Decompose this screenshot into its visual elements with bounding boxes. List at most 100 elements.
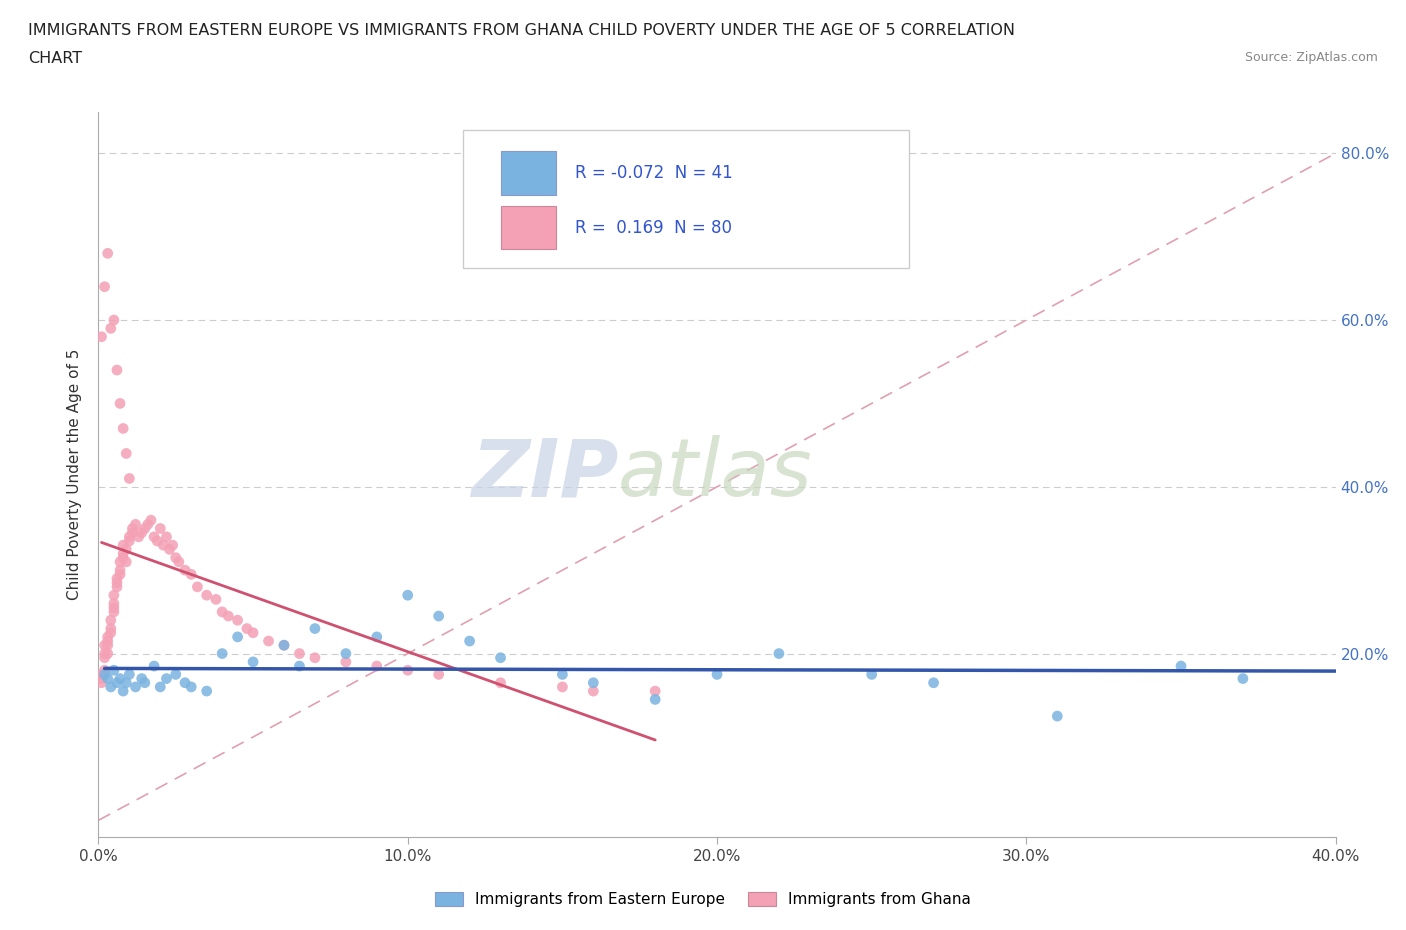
Point (217, 608, 239, 623)
Point (100, 680, 122, 695)
Point (304, 650, 326, 665)
Point (180, 680, 202, 695)
Point (211, 646, 233, 661)
Point (93, 663, 115, 678)
Point (97, 638, 120, 653)
Point (93, 279, 115, 294)
Point (1232, 671, 1254, 686)
Point (288, 658, 311, 673)
Point (93, 638, 115, 653)
Point (152, 538, 174, 552)
Point (115, 542, 138, 557)
Text: ZIP: ZIP (471, 435, 619, 513)
Point (128, 529, 150, 544)
Point (226, 613, 249, 628)
Text: R =  0.169  N = 80: R = 0.169 N = 80 (575, 219, 731, 236)
Point (706, 667, 728, 682)
Point (242, 625, 264, 640)
Point (112, 551, 135, 565)
Point (103, 663, 125, 678)
FancyBboxPatch shape (501, 152, 557, 195)
Point (100, 321, 122, 336)
Point (288, 646, 311, 661)
Point (108, 567, 131, 582)
Point (335, 655, 357, 670)
Point (396, 663, 419, 678)
Text: R = -0.072  N = 41: R = -0.072 N = 41 (575, 165, 733, 182)
Point (103, 596, 125, 611)
Point (273, 638, 295, 653)
Point (143, 529, 166, 544)
Point (155, 671, 177, 686)
Point (103, 312, 125, 327)
Point (112, 684, 135, 698)
Point (180, 567, 202, 582)
Point (167, 554, 190, 569)
Point (159, 542, 181, 557)
Text: atlas: atlas (619, 435, 813, 513)
Text: IMMIGRANTS FROM EASTERN EUROPE VS IMMIGRANTS FROM GHANA CHILD POVERTY UNDER THE : IMMIGRANTS FROM EASTERN EUROPE VS IMMIGR… (28, 23, 1015, 38)
Point (134, 521, 156, 536)
Text: CHART: CHART (28, 51, 82, 66)
Point (1170, 658, 1192, 673)
Point (105, 363, 128, 378)
Point (134, 675, 156, 690)
Point (155, 529, 177, 544)
Point (644, 692, 666, 707)
Point (103, 588, 125, 603)
Point (90, 667, 112, 682)
Point (100, 625, 122, 640)
Point (257, 633, 280, 648)
Point (551, 680, 574, 695)
Point (195, 684, 218, 698)
Point (90, 675, 112, 690)
Point (108, 554, 131, 569)
Point (103, 604, 125, 619)
Point (149, 680, 172, 695)
Point (489, 675, 512, 690)
Point (118, 667, 141, 682)
Y-axis label: Child Poverty Under the Age of 5: Child Poverty Under the Age of 5 (67, 349, 83, 600)
Point (97, 246, 120, 260)
Point (100, 621, 122, 636)
Point (93, 646, 115, 661)
Point (149, 521, 172, 536)
Point (922, 675, 945, 690)
Point (582, 684, 605, 698)
Point (366, 630, 388, 644)
Point (273, 638, 295, 653)
Point (427, 608, 450, 623)
Point (165, 551, 187, 565)
Point (366, 658, 388, 673)
Point (644, 684, 666, 698)
Point (124, 517, 146, 532)
Point (93, 667, 115, 682)
Point (93, 650, 115, 665)
Point (186, 579, 208, 594)
Point (121, 521, 143, 536)
Point (162, 538, 184, 552)
Point (112, 538, 135, 552)
Point (112, 421, 135, 436)
Point (768, 646, 790, 661)
Text: Source: ZipAtlas.com: Source: ZipAtlas.com (1244, 51, 1378, 64)
Point (211, 604, 233, 619)
Point (489, 650, 512, 665)
Point (136, 517, 159, 532)
Point (304, 621, 326, 636)
Point (335, 646, 357, 661)
Point (174, 675, 197, 690)
Point (427, 667, 450, 682)
Point (174, 563, 197, 578)
Point (118, 529, 141, 544)
Point (108, 671, 131, 686)
Point (115, 554, 138, 569)
Point (146, 534, 169, 549)
Point (97, 633, 120, 648)
Point (103, 600, 125, 615)
Point (118, 471, 141, 485)
Point (165, 667, 187, 682)
Point (97, 646, 120, 661)
Point (139, 512, 162, 527)
Point (100, 613, 122, 628)
